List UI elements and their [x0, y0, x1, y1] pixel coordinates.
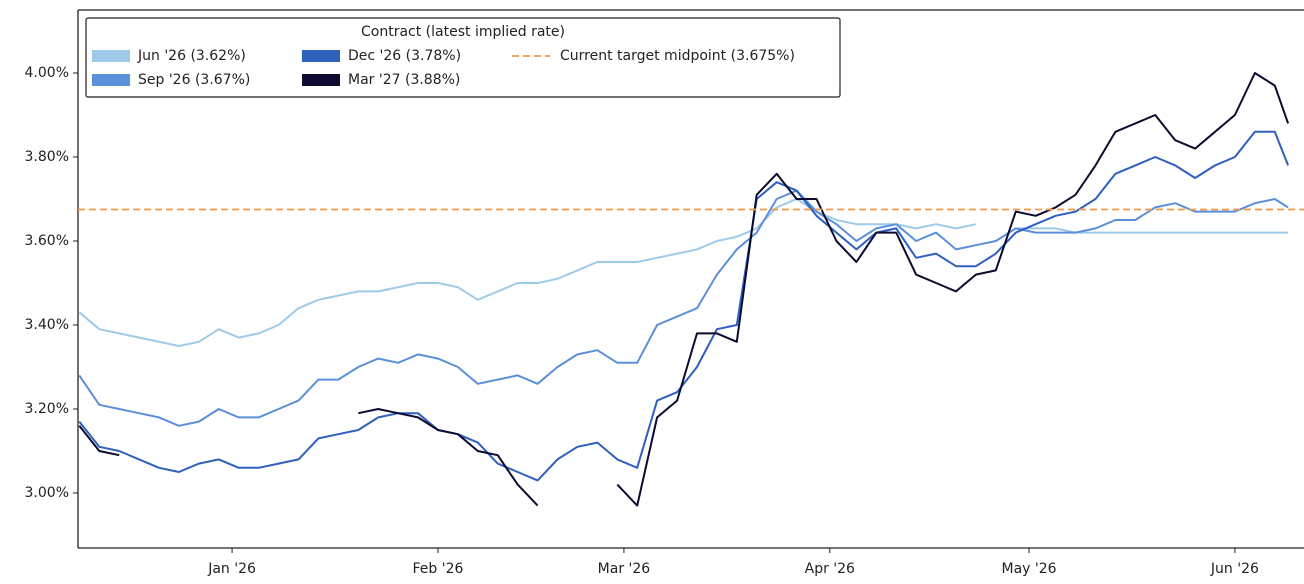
x-tick-label: May '26: [1002, 561, 1057, 577]
legend-swatch: [92, 50, 130, 62]
legend-title: Contract (latest implied rate): [361, 24, 565, 40]
series-line: [78, 189, 1289, 427]
y-tick-label: 3.80%: [25, 149, 69, 165]
legend-swatch: [92, 74, 130, 86]
legend-swatch: [302, 50, 340, 62]
series-line: [78, 72, 1290, 507]
y-tick-label: 3.20%: [25, 401, 69, 417]
x-tick-label: Apr '26: [805, 561, 855, 577]
series-line: [78, 130, 1290, 482]
y-tick-label: 4.00%: [25, 65, 69, 81]
y-tick-label: 3.60%: [25, 233, 69, 249]
legend-swatch: [302, 74, 340, 86]
legend-label: Jun '26 (3.62%): [137, 48, 246, 64]
legend-label: Sep '26 (3.67%): [138, 72, 250, 88]
legend-box: [85, 17, 841, 98]
y-tick-label: 3.40%: [25, 317, 69, 333]
x-tick-label: Jun '26: [1210, 561, 1259, 577]
legend-label: Mar '27 (3.88%): [348, 72, 460, 88]
y-tick-label: 3.00%: [25, 485, 69, 501]
x-tick-label: Mar '26: [598, 561, 651, 577]
x-tick-label: Feb '26: [413, 561, 464, 577]
series-line: [78, 198, 1289, 347]
legend-label: Current target midpoint (3.675%): [560, 48, 795, 64]
x-tick-label: Jan '26: [207, 561, 256, 577]
plot-area: [78, 72, 1304, 507]
legend-label: Dec '26 (3.78%): [348, 48, 461, 64]
